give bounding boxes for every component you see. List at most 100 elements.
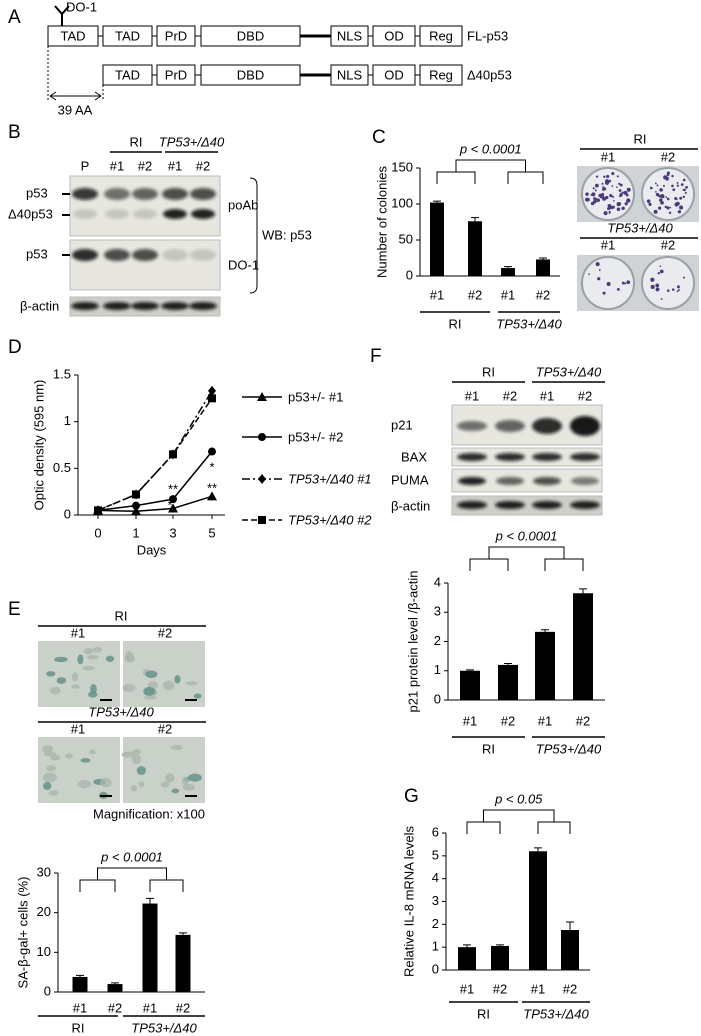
colony bbox=[601, 182, 604, 185]
cell bbox=[145, 670, 158, 679]
cell bbox=[138, 781, 145, 788]
clone-label: #1 bbox=[601, 149, 615, 164]
colony bbox=[682, 195, 686, 199]
error-bar bbox=[504, 662, 512, 665]
band bbox=[495, 501, 525, 509]
band bbox=[71, 302, 99, 310]
x-tick-label: #2 bbox=[176, 1000, 190, 1015]
y-axis-label: Optic density (595 nm) bbox=[31, 380, 46, 511]
domain-label: NLS bbox=[337, 67, 363, 82]
x-tick-label: #2 bbox=[108, 1000, 122, 1015]
x-tick-label: 3 bbox=[169, 525, 176, 540]
colony bbox=[677, 210, 682, 214]
lane-label: #1 bbox=[465, 388, 479, 403]
colony bbox=[682, 178, 686, 182]
panel-label: B bbox=[8, 122, 21, 143]
isoform-label: Δ40p53 bbox=[467, 67, 512, 82]
group-label: RI bbox=[72, 1020, 85, 1035]
span-arrow bbox=[49, 91, 102, 101]
colony bbox=[656, 184, 659, 187]
clone-label: #2 bbox=[661, 237, 675, 252]
error-bar bbox=[179, 932, 187, 935]
y-tick-label: 3 bbox=[432, 893, 439, 908]
series-line bbox=[97, 397, 213, 512]
error-bar bbox=[541, 629, 549, 632]
cell bbox=[171, 788, 180, 794]
bar bbox=[72, 976, 88, 992]
cell bbox=[136, 766, 147, 775]
significance-mark: * bbox=[209, 459, 214, 474]
colony bbox=[613, 199, 615, 202]
x-tick-label: #2 bbox=[576, 713, 590, 728]
error-bar bbox=[433, 200, 441, 203]
row-label: BAX bbox=[401, 449, 427, 464]
bar bbox=[458, 947, 476, 970]
colony bbox=[671, 174, 674, 178]
domain-label: OD bbox=[384, 28, 404, 43]
cell bbox=[43, 751, 57, 757]
x-tick-label: #1 bbox=[430, 287, 444, 302]
bar bbox=[561, 930, 579, 970]
series-line bbox=[97, 495, 213, 513]
point bbox=[208, 447, 216, 456]
colony bbox=[666, 289, 670, 292]
x-tick-label: 1 bbox=[132, 525, 139, 540]
colony bbox=[676, 285, 680, 289]
wb-label: WB: p53 bbox=[262, 227, 312, 242]
colony bbox=[618, 202, 622, 206]
cell bbox=[130, 784, 138, 792]
colony bbox=[619, 192, 623, 197]
colony bbox=[593, 197, 598, 201]
colony bbox=[618, 189, 622, 192]
band-label: p53 bbox=[26, 185, 48, 200]
cell bbox=[71, 672, 78, 682]
group-label: RI bbox=[115, 608, 128, 623]
legend-label: TP53+/Δ40 #1 bbox=[288, 471, 372, 486]
x-tick-label: #2 bbox=[563, 981, 577, 996]
band bbox=[533, 477, 561, 485]
cell bbox=[89, 749, 96, 755]
cell bbox=[49, 686, 61, 695]
y-tick-label: 50 bbox=[399, 231, 413, 246]
colony bbox=[666, 206, 670, 210]
cell bbox=[46, 765, 57, 772]
point bbox=[94, 506, 102, 515]
lane-label: #2 bbox=[503, 388, 517, 403]
row-label: p21 bbox=[391, 417, 413, 432]
y-tick-label: 0.5 bbox=[53, 460, 71, 475]
colony bbox=[671, 184, 674, 188]
colony bbox=[602, 188, 605, 191]
colony bbox=[665, 196, 668, 199]
error-bar bbox=[579, 588, 587, 594]
point bbox=[132, 501, 140, 510]
band bbox=[532, 418, 562, 434]
colony bbox=[595, 262, 600, 267]
x-tick-label: #1 bbox=[463, 713, 477, 728]
band bbox=[457, 501, 487, 509]
band-label: β-actin bbox=[20, 298, 59, 313]
cell bbox=[80, 758, 91, 763]
domain-box bbox=[102, 25, 153, 47]
band bbox=[72, 188, 98, 200]
point bbox=[168, 503, 178, 513]
bar bbox=[468, 221, 482, 276]
error-bar bbox=[496, 944, 504, 947]
domain-box bbox=[419, 64, 463, 86]
panel-label: D bbox=[8, 337, 22, 358]
clone-label: #2 bbox=[661, 149, 675, 164]
colony bbox=[654, 182, 657, 185]
band bbox=[457, 421, 487, 431]
band bbox=[191, 209, 215, 219]
cell bbox=[88, 691, 98, 698]
legend-label: p53+/- #2 bbox=[288, 429, 343, 444]
y-tick-label: 1 bbox=[64, 413, 71, 428]
colony bbox=[601, 193, 604, 196]
colony bbox=[585, 192, 589, 196]
domain-box bbox=[419, 25, 463, 47]
group-label: TP53+/Δ40 bbox=[159, 134, 225, 149]
band bbox=[532, 501, 562, 509]
bar bbox=[501, 268, 515, 276]
colony bbox=[660, 200, 664, 205]
domain-label: TAD bbox=[60, 28, 85, 43]
bar bbox=[491, 946, 509, 970]
